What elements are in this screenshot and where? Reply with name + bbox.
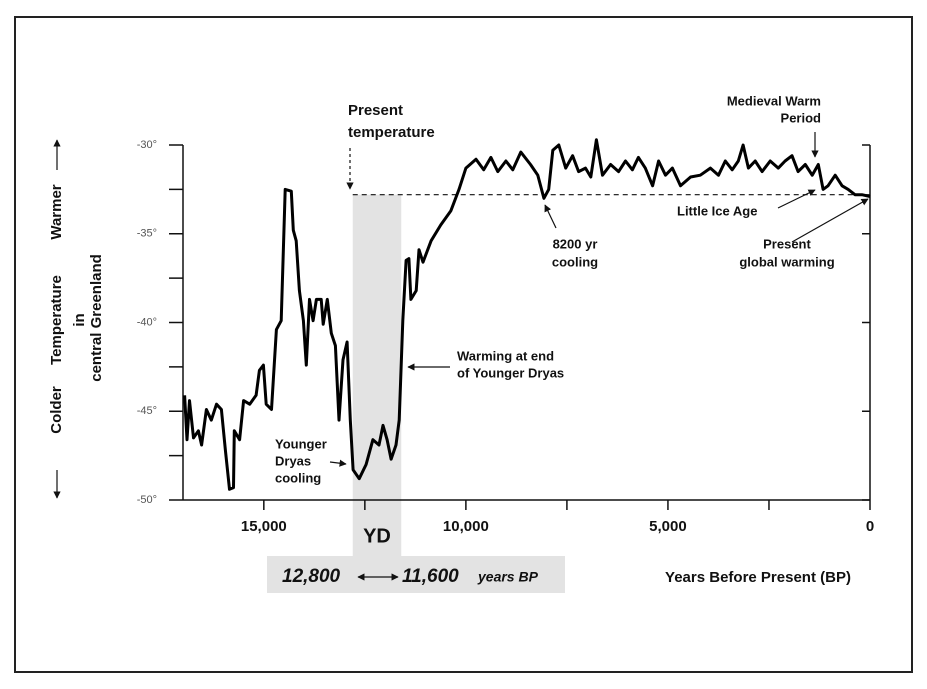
x-label: Years Before Present (BP): [665, 569, 851, 586]
temperature-line: [183, 138, 871, 491]
y-tick-label: -35°: [137, 228, 157, 240]
y-label: central Greenland: [88, 254, 105, 382]
annotation: Present: [763, 236, 811, 251]
x-tick-label: 10,000: [443, 518, 489, 535]
y-tick-label: -40°: [137, 316, 157, 328]
arrow: [777, 189, 816, 209]
x-tick-label: 15,000: [241, 518, 287, 535]
band-caption-box: [267, 556, 565, 593]
yd-band: [352, 194, 402, 560]
y-tick-label: -45°: [137, 405, 157, 417]
y-label: Warmer: [48, 184, 65, 239]
annotation: Dryas: [275, 453, 311, 468]
y-tick-label: -50°: [137, 494, 157, 506]
arrow: [329, 459, 347, 467]
band-unit: years BP: [477, 569, 539, 585]
annotation: cooling: [552, 254, 598, 269]
annotations: Present temperature Medieval Warm Period…: [275, 93, 869, 485]
annotation: Little Ice Age: [677, 203, 757, 218]
x-tick-label: 0: [866, 518, 874, 535]
band-layer: YD 12,800 11,600 years BP: [267, 194, 565, 593]
plot: -30° -35° -40° -45° -50° 15,000 10,000 5,000 0: [137, 138, 874, 535]
arrow: [791, 198, 869, 243]
band-end: 11,600: [402, 566, 459, 587]
y-tick-label: -30°: [137, 139, 157, 151]
arrow: [544, 204, 557, 229]
annotation: 8200 yr: [553, 236, 598, 251]
annotation: temperature: [348, 124, 435, 141]
annotation: of Younger Dryas: [457, 365, 564, 380]
annotation: Present: [348, 102, 403, 119]
annotation: global warming: [739, 254, 834, 269]
annotation: cooling: [275, 470, 321, 485]
y-label: Temperature: [48, 275, 65, 365]
annotation: Younger: [275, 436, 327, 451]
annotation: Warming at end: [457, 348, 554, 363]
y-axis-label: Colder Temperature Warmer in central Gre…: [48, 139, 105, 499]
y-label: in: [71, 313, 88, 326]
y-label: Colder: [48, 386, 65, 434]
annotation: Period: [781, 110, 822, 125]
frame: [14, 16, 913, 673]
band-start: 12,800: [282, 566, 341, 587]
band-label: YD: [363, 525, 391, 547]
annotation: Medieval Warm: [727, 93, 821, 108]
x-tick-label: 5,000: [649, 518, 687, 535]
